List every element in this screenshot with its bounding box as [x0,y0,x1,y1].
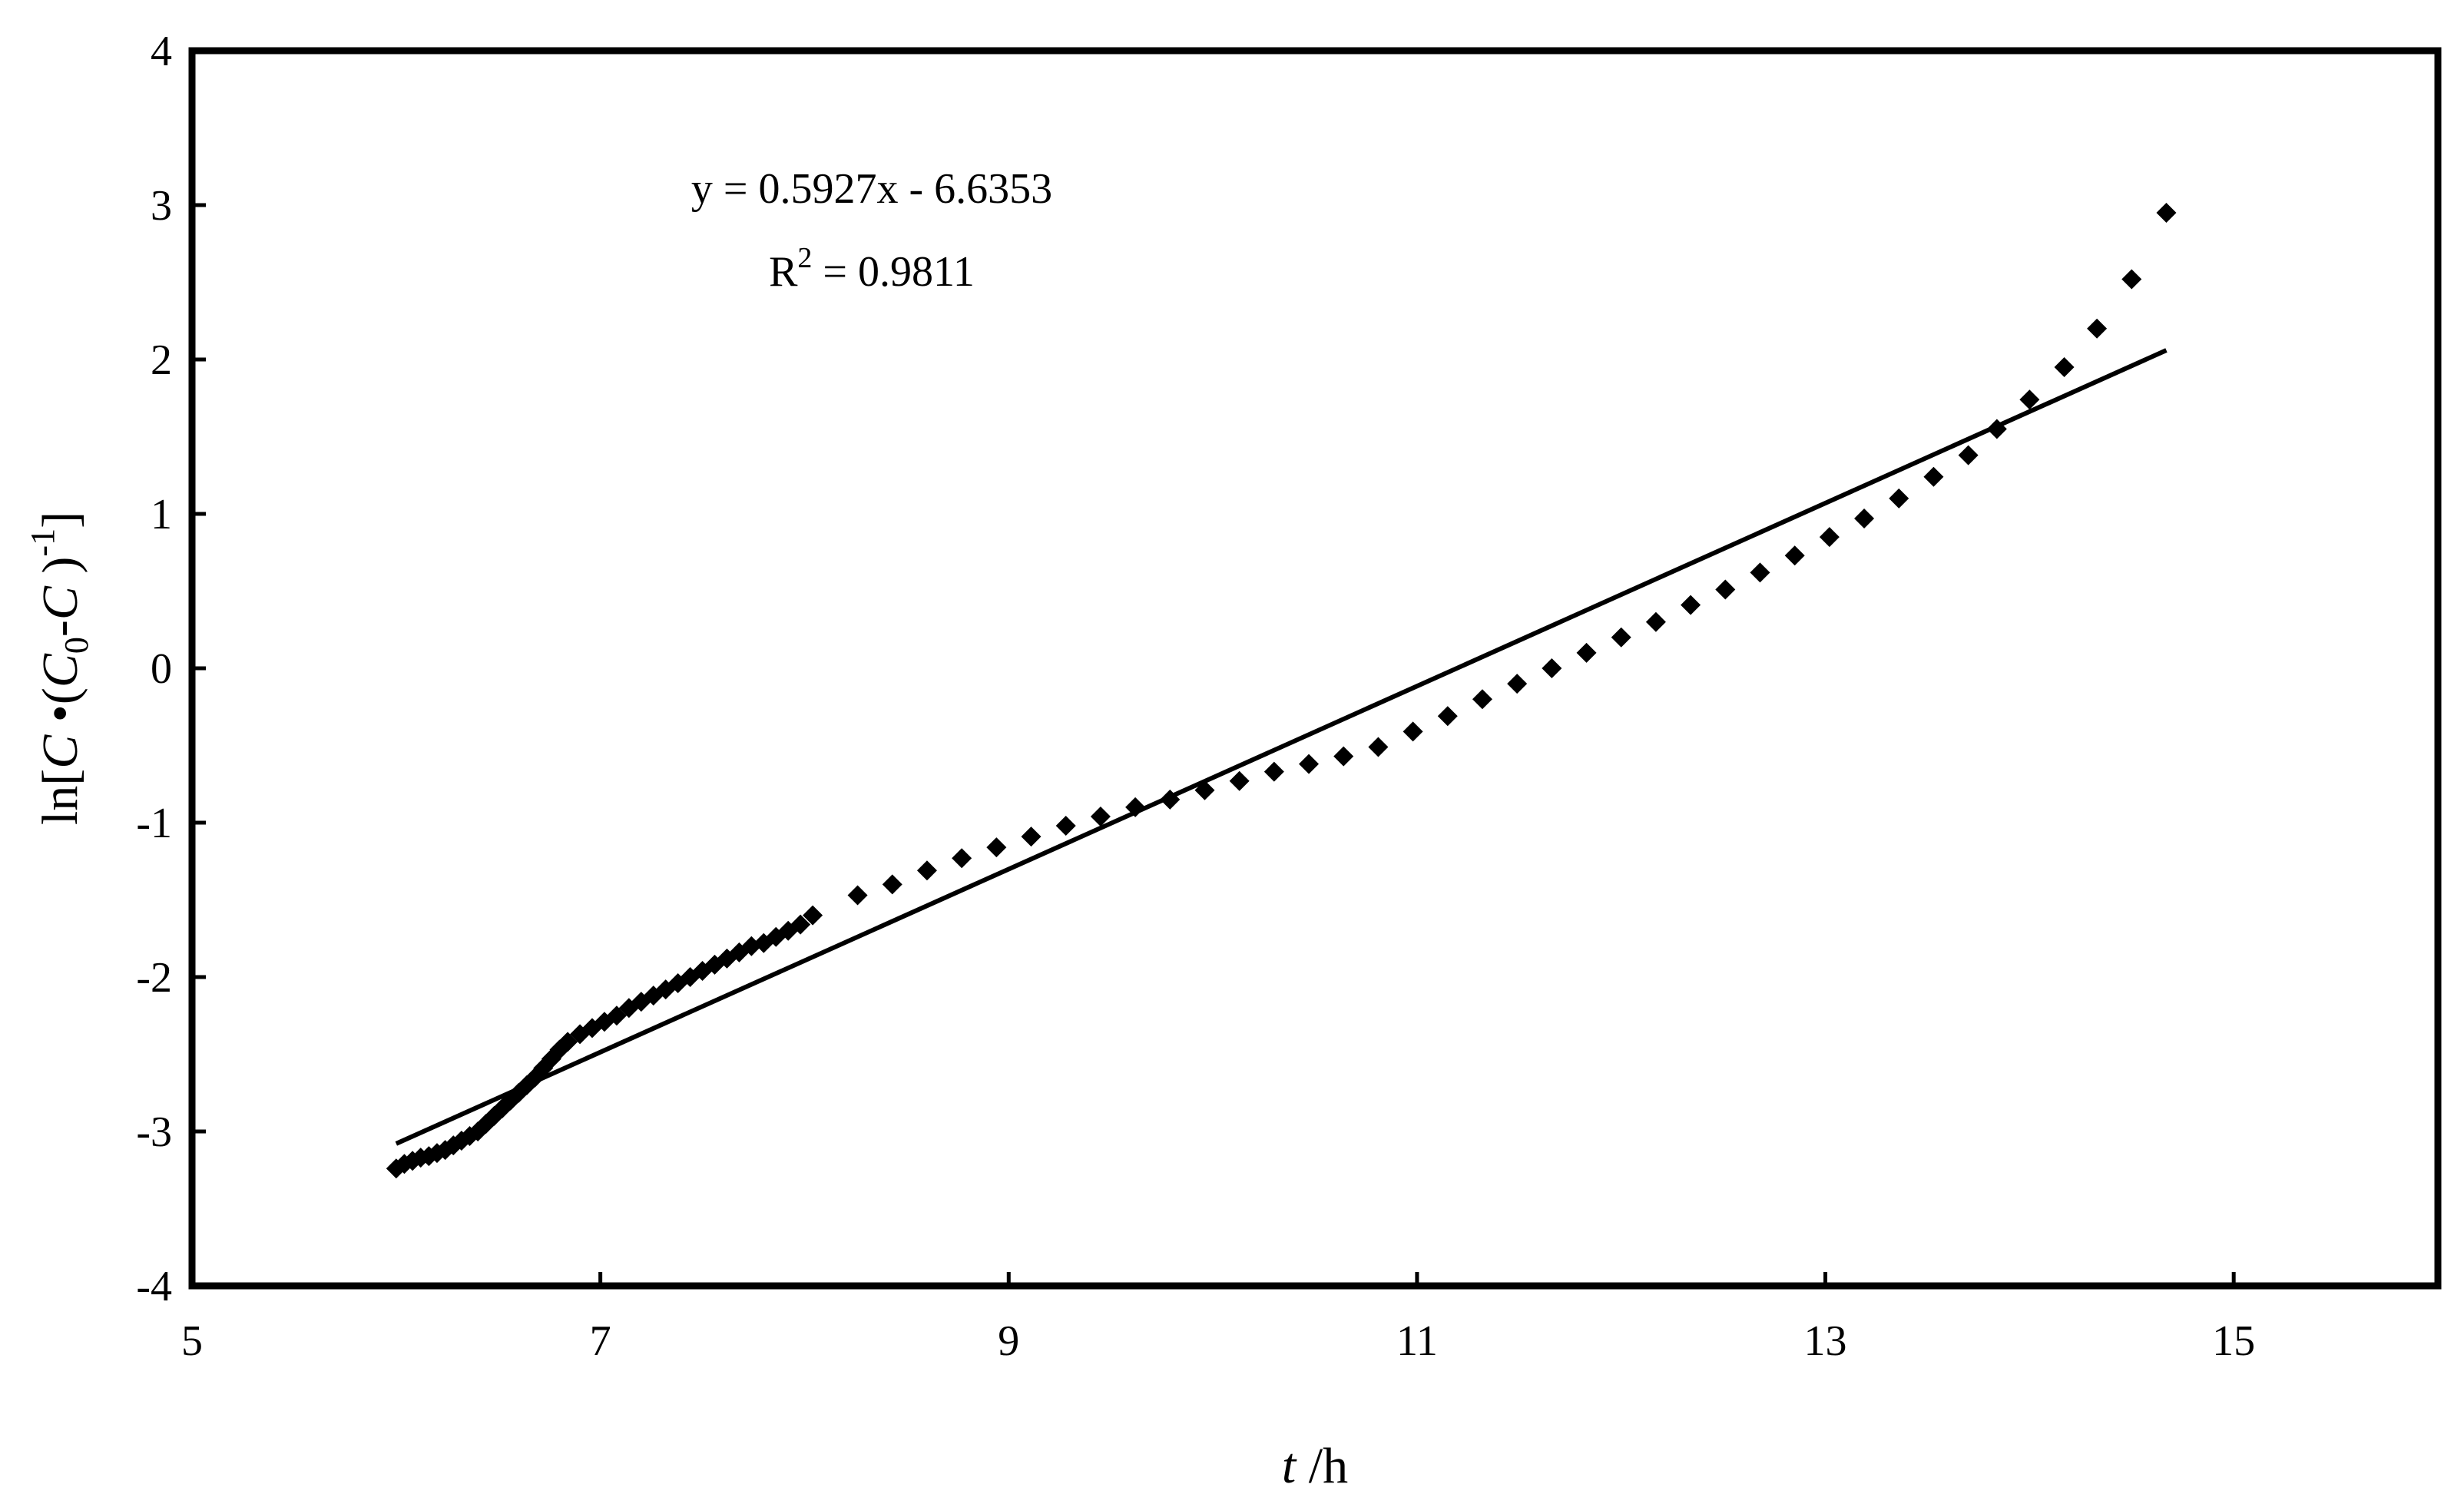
data-point [790,914,811,935]
y-tick-label: -3 [136,1108,172,1156]
data-point [1194,780,1215,800]
x-tick-label: 11 [1396,1317,1438,1365]
data-point [1923,466,1944,487]
plot-area [188,47,2442,1290]
trendline-equation: y = 0.5927x - 6.6353 [691,165,1052,213]
data-point [1507,674,1528,694]
data-point [2054,357,2075,378]
x-tick-label: 13 [1804,1317,1847,1365]
y-tick-label: -1 [136,800,172,847]
y-tick-label: 3 [151,182,172,230]
data-point [2019,389,2040,410]
data-point [1645,611,1666,632]
x-axis-title: t /h [1282,1438,1348,1494]
x-tick-label: 7 [590,1317,611,1365]
data-point [1403,721,1423,742]
data-point [1368,737,1389,757]
data-point [1472,689,1492,710]
data-point [1576,642,1597,663]
tick-marks [190,48,2236,1288]
data-point [1299,754,1320,774]
data-points [386,203,2177,1179]
data-point [847,885,868,906]
data-point [1750,562,1770,583]
tick-labels: 5 7 9 11 13 15 -4 -3 -2 -1 0 1 2 3 4 [136,28,2255,1365]
y-tick-label: -4 [136,1263,172,1310]
data-point [1263,761,1284,782]
data-point [986,837,1007,858]
data-point [1819,527,1840,548]
data-point [1055,816,1076,836]
data-point [1229,770,1250,791]
data-point [916,860,937,881]
data-point [1681,595,1701,615]
data-point [1958,445,1979,465]
x-tick-label: 15 [2212,1317,2255,1365]
data-point [1542,658,1562,678]
data-point [1784,545,1805,566]
data-point [2156,203,2177,224]
data-point [1611,627,1631,648]
data-point [952,848,972,869]
data-point [1854,509,1875,529]
data-point [1160,789,1181,810]
svg-text:ln[C •(C0-C )-1]: ln[C •(C0-C )-1] [24,512,95,825]
y-tick-label: 2 [151,336,172,384]
y-tick-label: 4 [151,28,172,75]
trendline [395,348,2168,1146]
data-point [1090,806,1111,827]
data-point [803,905,823,926]
data-point [1986,419,2007,439]
trendline-layer [395,348,2168,1146]
data-point [1715,579,1736,600]
data-point [1437,706,1458,727]
data-point [2087,318,2108,339]
data-point [1889,488,1909,509]
x-tick-label: 5 [181,1317,203,1365]
data-point [1125,797,1146,817]
data-point [2121,269,2142,290]
data-point [1333,746,1354,767]
y-axis-title: ln[C •(C0-C )-1] [24,512,95,825]
data-point [1021,827,1042,847]
y-tick-label: 1 [151,491,172,538]
r-squared-label: R2 = 0.9811 [769,242,975,296]
x-tick-label: 9 [998,1317,1019,1365]
y-tick-label: 0 [151,645,172,693]
data-point [882,874,902,895]
y-tick-label: -2 [136,954,172,1002]
